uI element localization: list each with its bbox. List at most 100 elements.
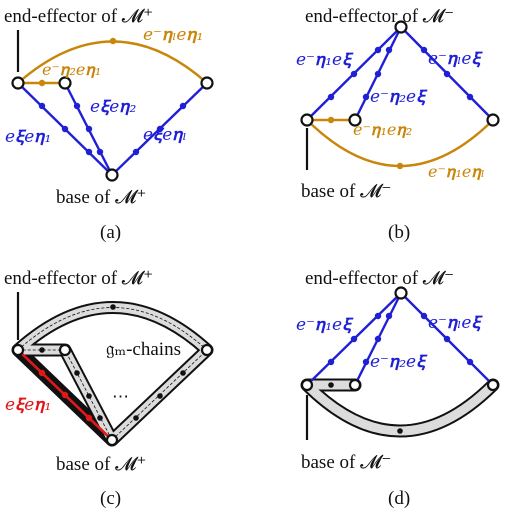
panel-a-base-label: base of 𝓜⁺ <box>56 187 146 208</box>
chain-dot <box>39 347 45 353</box>
panel-d-edge-inner-label: e⁻𝛈₂e𝛏 <box>370 352 428 372</box>
chain-dot <box>157 393 163 399</box>
joint-dot <box>85 125 93 133</box>
joint-dot <box>73 102 81 110</box>
joint-dot <box>420 312 428 320</box>
chain-dot <box>86 393 92 399</box>
chain-dot <box>180 370 186 376</box>
joint-dot <box>362 358 370 366</box>
panel-a-edge-inner-label: e𝛏e𝛈₂ <box>90 97 136 117</box>
chain-dot <box>97 415 103 421</box>
panel-a-short-orange-label: e⁻𝛈₂e𝛈₁ <box>42 60 101 79</box>
panel-d-end-effector-label: end-effector of 𝓜⁻ <box>305 268 454 289</box>
joint-dot <box>374 312 382 320</box>
joint-dot <box>132 148 140 156</box>
chain-dot <box>74 370 80 376</box>
joint-dot <box>374 70 382 78</box>
panel-a-arc-dot <box>109 37 117 45</box>
joint-dot <box>443 335 451 343</box>
panel-b: end-effector of 𝓜⁻ e⁻𝛈₁e𝛏 e⁻𝛈ₗe𝛏 <box>296 6 500 243</box>
panel-c-chains-label: 𝔤ₘ-chains <box>106 339 181 360</box>
panel-c-ellipsis: ⋯ <box>112 387 129 406</box>
panel-b-node-right <box>486 113 500 127</box>
panel-a-node-inner <box>58 76 72 90</box>
panel-b-base-label: base of 𝓜⁻ <box>301 181 391 202</box>
panel-d-node-right <box>486 378 500 392</box>
panel-d: end-effector of 𝓜⁻ <box>296 268 500 509</box>
joint-dot <box>38 369 46 377</box>
chain-dot <box>328 382 334 388</box>
joint-dot <box>179 102 187 110</box>
panel-c-red-dots <box>38 369 93 422</box>
panel-c-base-label: base of 𝓜⁺ <box>56 454 146 475</box>
panel-d-edge-right-label: e⁻𝛈ₗe𝛏 <box>428 313 483 333</box>
panel-a-short-orange-dot <box>38 79 46 87</box>
panel-b-edge-inner-label: e⁻𝛈₂e𝛏 <box>370 87 428 107</box>
panel-c-node-inner <box>58 343 72 357</box>
panel-a-node-left <box>11 76 25 90</box>
panel-b-edge-right-label: e⁻𝛈ₗe𝛏 <box>428 49 483 69</box>
joint-dot <box>385 312 393 320</box>
panel-a-end-effector-label: end-effector of 𝓜⁺ <box>4 6 153 27</box>
panel-d-chain-dots <box>328 382 403 434</box>
panel-b-short-orange-dot <box>327 116 335 124</box>
panel-b-node-top <box>394 20 408 34</box>
joint-dot <box>327 358 335 366</box>
joint-dot <box>61 125 69 133</box>
joint-dot <box>374 335 382 343</box>
panel-b-arc-dot <box>396 162 404 170</box>
joint-dot <box>327 93 335 101</box>
joint-dot <box>385 46 393 54</box>
joint-dot <box>374 46 382 54</box>
panel-b-short-orange-label: e⁻𝛈₁e𝛈₂ <box>353 120 412 139</box>
chain-dot <box>110 304 116 310</box>
panel-b-node-left <box>300 113 314 127</box>
panel-d-edge-left-label: e⁻𝛈₁e𝛏 <box>296 315 354 335</box>
joint-dot <box>61 391 69 399</box>
joint-dot <box>350 335 358 343</box>
panel-d-base-label: base of 𝓜⁻ <box>301 452 391 473</box>
panel-c-chain-tubes <box>11 301 214 447</box>
panel-c-edge-red-label: e𝛏e𝛈₁ <box>5 395 51 415</box>
panel-a-node-right <box>200 76 214 90</box>
panel-a-arc-top-label: e⁻𝛈ₗe𝛈₁ <box>143 25 203 45</box>
panel-d-node-top <box>394 286 408 300</box>
panel-c: end-effector of 𝓜⁺ 𝔤ₘ- <box>4 268 214 509</box>
panel-b-arc-bottom-label: e⁻𝛈₁e𝛈ₗ <box>428 162 485 181</box>
joint-dot <box>156 125 164 133</box>
panel-d-joint-dots <box>327 312 474 366</box>
joint-dot <box>466 93 474 101</box>
joint-dot <box>362 93 370 101</box>
panel-b-end-effector-label: end-effector of 𝓜⁻ <box>305 6 454 27</box>
joint-dot <box>96 148 104 156</box>
panel-a-edge-right-label: e𝛏e𝛈ₗ <box>143 125 187 145</box>
joint-dot <box>38 102 46 110</box>
joint-dot <box>85 148 93 156</box>
panel-c-end-effector-label: end-effector of 𝓜⁺ <box>4 268 153 289</box>
panel-a-node-base <box>105 168 119 182</box>
panel-a-edge-left-label: e𝛏e𝛈₁ <box>5 127 51 147</box>
panel-c-node-left <box>11 343 25 357</box>
panel-b-caption: (b) <box>388 222 410 243</box>
panel-a-joint-dots <box>38 102 187 156</box>
chain-dot <box>133 415 139 421</box>
panel-c-chain-dots <box>39 304 186 421</box>
panel-a: end-effector of 𝓜⁺ e⁻𝛈ₗe𝛈₁ <box>4 6 214 243</box>
joint-dot <box>443 70 451 78</box>
joint-dot <box>420 46 428 54</box>
panel-c-node-right <box>200 343 214 357</box>
panel-d-node-inner <box>348 378 362 392</box>
panel-a-caption: (a) <box>100 222 121 243</box>
chain-tube-fill <box>302 380 498 436</box>
panel-b-joint-dots <box>327 46 474 101</box>
chain-dot <box>397 428 403 434</box>
panel-c-caption: (c) <box>100 488 121 509</box>
panel-b-edge-left-label: e⁻𝛈₁e𝛏 <box>296 50 354 70</box>
panel-d-chain-tubes <box>300 378 500 438</box>
panel-d-node-left <box>300 378 314 392</box>
panel-d-caption: (d) <box>388 488 410 509</box>
joint-dot <box>466 358 474 366</box>
joint-dot <box>350 70 358 78</box>
joint-dot <box>85 414 93 422</box>
